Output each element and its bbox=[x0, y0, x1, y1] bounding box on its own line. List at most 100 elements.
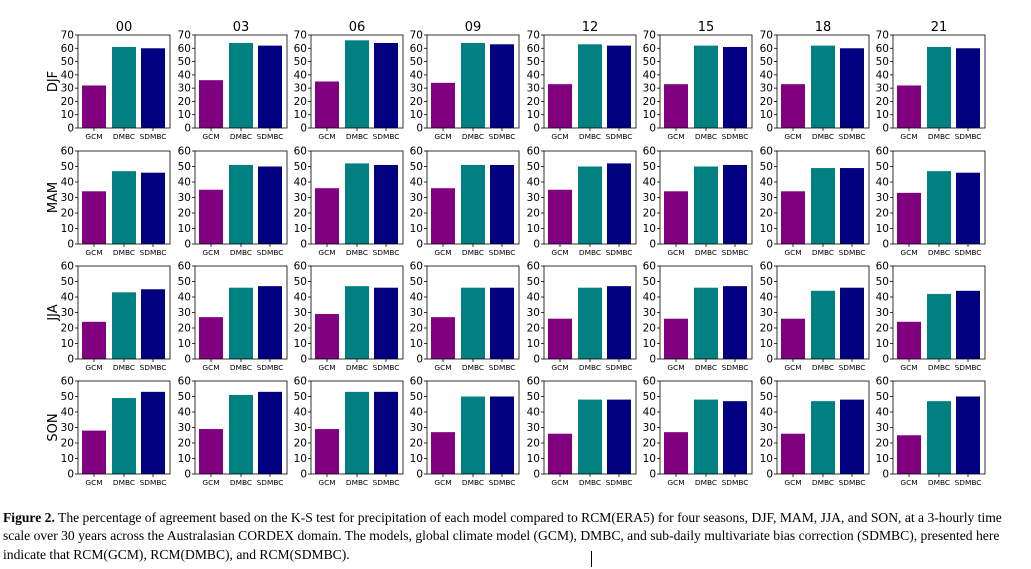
y-tick-label: 0 bbox=[67, 239, 74, 251]
column-title-06: 06 bbox=[349, 20, 366, 35]
bar-jja-21-sdmbc bbox=[956, 290, 980, 359]
y-tick-label: 10 bbox=[410, 453, 423, 465]
bar-djf-03-sdmbc bbox=[258, 45, 282, 128]
y-tick-label: 0 bbox=[882, 123, 889, 135]
x-tick-label: GCM bbox=[784, 248, 801, 257]
y-tick-label: 50 bbox=[178, 276, 191, 288]
x-tick-label: DMBC bbox=[462, 478, 484, 487]
x-tick-label: SDMBC bbox=[257, 478, 284, 487]
y-tick-label: 30 bbox=[760, 83, 773, 95]
figure-caption: Figure 2. The percentage of agreement ba… bbox=[3, 509, 1023, 564]
y-tick-label: 40 bbox=[760, 407, 773, 419]
x-tick-label: DMBC bbox=[346, 132, 368, 141]
y-tick-label: 0 bbox=[649, 354, 656, 366]
y-tick-label: 10 bbox=[410, 223, 423, 235]
bar-mam-15-gcm bbox=[664, 191, 688, 244]
x-tick-label: SDMBC bbox=[839, 132, 866, 141]
y-tick-label: 40 bbox=[876, 177, 889, 189]
y-tick-label: 30 bbox=[178, 83, 191, 95]
y-tick-label: 70 bbox=[294, 30, 307, 42]
row-label-djf: DJF bbox=[46, 71, 61, 92]
column-title-15: 15 bbox=[698, 20, 715, 35]
bar-jja-06-dmbc bbox=[345, 286, 369, 359]
y-tick-label: 40 bbox=[643, 177, 656, 189]
y-tick-label: 50 bbox=[760, 391, 773, 403]
x-tick-label: GCM bbox=[318, 248, 335, 257]
bar-son-09-gcm bbox=[431, 432, 455, 474]
bar-son-18-gcm bbox=[781, 433, 805, 474]
y-tick-label: 40 bbox=[294, 407, 307, 419]
x-tick-label: DMBC bbox=[346, 363, 368, 372]
bar-son-21-sdmbc bbox=[956, 396, 980, 474]
bar-son-03-gcm bbox=[199, 429, 223, 474]
y-tick-label: 10 bbox=[410, 109, 423, 121]
bar-mam-03-sdmbc bbox=[258, 166, 282, 244]
y-tick-label: 60 bbox=[294, 376, 307, 388]
y-tick-label: 60 bbox=[61, 261, 74, 273]
y-tick-label: 30 bbox=[294, 307, 307, 319]
y-tick-label: 10 bbox=[876, 223, 889, 235]
x-tick-label: GCM bbox=[85, 132, 102, 141]
column-title-21: 21 bbox=[931, 20, 948, 35]
bar-jja-06-sdmbc bbox=[374, 287, 398, 359]
x-tick-label: SDMBC bbox=[606, 248, 633, 257]
x-tick-label: GCM bbox=[85, 363, 102, 372]
y-tick-label: 0 bbox=[416, 123, 423, 135]
y-tick-label: 10 bbox=[760, 338, 773, 350]
y-tick-label: 10 bbox=[178, 109, 191, 121]
bar-djf-09-sdmbc bbox=[490, 44, 514, 128]
y-tick-label: 70 bbox=[643, 30, 656, 42]
y-tick-label: 30 bbox=[61, 307, 74, 319]
y-tick-label: 20 bbox=[876, 323, 889, 335]
x-tick-label: GCM bbox=[318, 478, 335, 487]
bar-jja-03-gcm bbox=[199, 317, 223, 359]
bar-djf-06-dmbc bbox=[345, 40, 369, 128]
x-tick-label: GCM bbox=[667, 363, 684, 372]
x-tick-label: DMBC bbox=[928, 132, 950, 141]
y-tick-label: 30 bbox=[527, 192, 540, 204]
y-tick-label: 60 bbox=[410, 261, 423, 273]
y-tick-label: 0 bbox=[416, 239, 423, 251]
bar-djf-21-dmbc bbox=[927, 46, 951, 129]
bar-mam-12-dmbc bbox=[578, 166, 602, 244]
y-tick-label: 30 bbox=[61, 422, 74, 434]
bar-djf-09-gcm bbox=[431, 82, 455, 128]
bar-mam-21-gcm bbox=[897, 192, 921, 244]
y-tick-label: 50 bbox=[760, 276, 773, 288]
x-tick-label: SDMBC bbox=[722, 132, 749, 141]
y-tick-label: 30 bbox=[61, 192, 74, 204]
y-tick-label: 0 bbox=[533, 239, 540, 251]
y-tick-label: 60 bbox=[294, 43, 307, 55]
x-tick-label: SDMBC bbox=[257, 132, 284, 141]
x-tick-label: GCM bbox=[667, 248, 684, 257]
x-tick-label: GCM bbox=[551, 132, 568, 141]
y-tick-label: 0 bbox=[649, 469, 656, 481]
bar-mam-15-sdmbc bbox=[723, 164, 747, 244]
y-tick-label: 60 bbox=[61, 376, 74, 388]
x-tick-label: DMBC bbox=[230, 132, 252, 141]
bar-mam-00-sdmbc bbox=[141, 172, 165, 244]
bar-mam-12-gcm bbox=[548, 189, 572, 244]
bar-mam-09-dmbc bbox=[461, 164, 485, 244]
y-tick-label: 10 bbox=[294, 338, 307, 350]
bar-son-18-sdmbc bbox=[840, 399, 864, 474]
y-tick-label: 40 bbox=[294, 177, 307, 189]
x-tick-label: SDMBC bbox=[140, 478, 167, 487]
y-tick-label: 0 bbox=[766, 239, 773, 251]
bar-mam-21-sdmbc bbox=[956, 172, 980, 244]
x-tick-label: GCM bbox=[551, 478, 568, 487]
bar-djf-15-sdmbc bbox=[723, 46, 747, 129]
y-tick-label: 60 bbox=[410, 376, 423, 388]
bar-djf-00-sdmbc bbox=[141, 48, 165, 128]
y-tick-label: 40 bbox=[294, 69, 307, 81]
bar-djf-12-sdmbc bbox=[607, 45, 631, 128]
x-tick-label: DMBC bbox=[579, 248, 601, 257]
y-tick-label: 40 bbox=[876, 407, 889, 419]
bar-son-21-dmbc bbox=[927, 401, 951, 474]
y-tick-label: 50 bbox=[178, 161, 191, 173]
y-tick-label: 20 bbox=[527, 323, 540, 335]
y-tick-label: 60 bbox=[178, 146, 191, 158]
y-tick-label: 0 bbox=[300, 239, 307, 251]
row-label-jja: JJA bbox=[46, 304, 61, 321]
